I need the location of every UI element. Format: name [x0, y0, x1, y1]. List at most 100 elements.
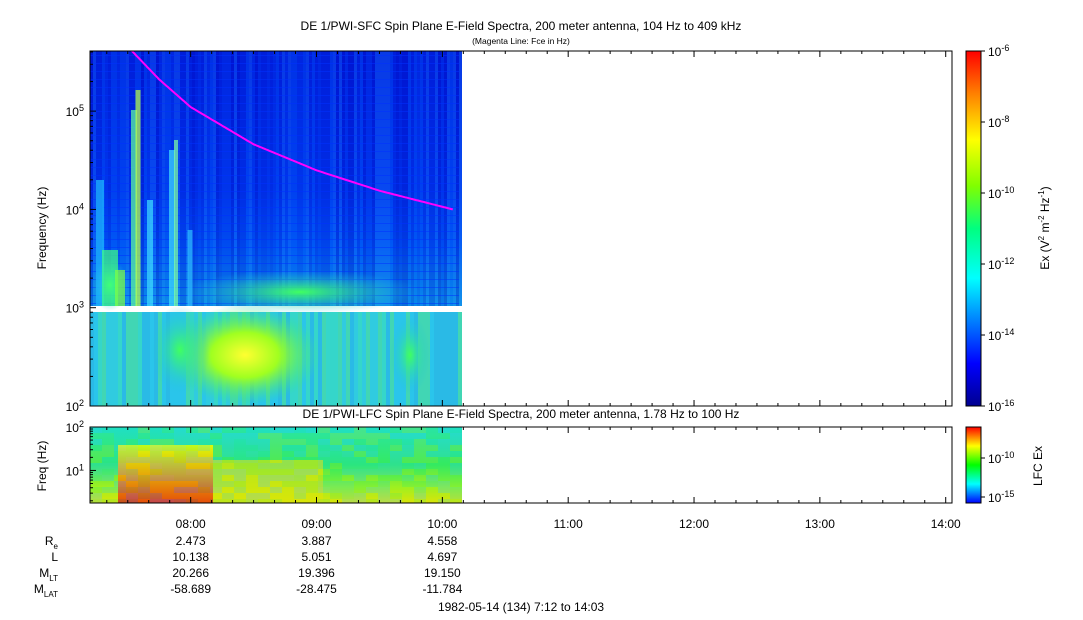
- lfc-texture-cell: [102, 463, 114, 469]
- lfc-texture-cell: [162, 445, 174, 451]
- lfc-colorbar-ticks: 10-10 10-15: [981, 450, 1014, 505]
- sfc-texture-column: [130, 312, 134, 406]
- lfc-ytick-label: 101: [66, 462, 84, 478]
- sfc-texture-column: [303, 51, 306, 306]
- lfc-texture-cell: [210, 451, 222, 457]
- lfc-texture-cell: [366, 451, 378, 457]
- lfc-texture-cell: [234, 475, 246, 481]
- ephemeris-value: 5.051: [301, 550, 331, 564]
- lfc-texture-cell: [282, 493, 294, 499]
- sfc-texture-column: [255, 51, 258, 306]
- sfc-texture-column: [240, 51, 243, 306]
- sfc-texture-row: [90, 143, 460, 144]
- lfc-texture-cell: [306, 427, 318, 433]
- lfc-texture-cell: [354, 499, 366, 503]
- lfc-texture-cell: [222, 439, 234, 445]
- lfc-texture-cell: [210, 463, 222, 469]
- lfc-texture-cell: [138, 475, 150, 481]
- lfc-texture-cell: [258, 439, 270, 445]
- lfc-texture-cell: [306, 475, 318, 481]
- lfc-texture-cell: [138, 439, 150, 445]
- lfc-texture-cell: [90, 481, 102, 487]
- sfc-texture-column: [210, 51, 213, 306]
- lfc-texture-cell: [246, 433, 258, 439]
- lfc-texture-cell: [378, 439, 390, 445]
- lfc-texture-cell: [258, 457, 270, 463]
- lfc-texture-cell: [318, 433, 330, 439]
- lfc-texture-cell: [90, 487, 102, 493]
- sfc-texture-column: [294, 51, 297, 306]
- lfc-texture-cell: [174, 445, 186, 451]
- sfc-texture-row: [90, 247, 460, 248]
- sfc-texture-column: [110, 312, 114, 406]
- lfc-texture-cell: [414, 487, 426, 493]
- lfc-texture-cell: [270, 499, 282, 503]
- sfc-texture-column: [322, 312, 326, 406]
- lfc-texture-cell: [318, 481, 330, 487]
- sfc-texture-row: [90, 255, 460, 256]
- lfc-texture-cell: [306, 463, 318, 469]
- lfc-texture-cell: [294, 451, 306, 457]
- lfc-texture-cell: [306, 499, 318, 503]
- sfc-texture-row: [90, 199, 460, 200]
- sfc-texture-column: [138, 312, 142, 406]
- lfc-texture-cell: [210, 499, 222, 503]
- lfc-texture-cell: [330, 469, 342, 475]
- lfc-texture-cell: [294, 445, 306, 451]
- lfc-texture-cell: [162, 469, 174, 475]
- lfc-texture-cell: [450, 427, 462, 433]
- lfc-texture-cell: [234, 451, 246, 457]
- lfc-texture-cell: [162, 433, 174, 439]
- lfc-texture-cell: [294, 475, 306, 481]
- lfc-texture-cell: [342, 445, 354, 451]
- lfc-texture-cell: [318, 475, 330, 481]
- lfc-texture-cell: [366, 463, 378, 469]
- sfc-spike: [131, 110, 137, 306]
- lfc-texture-cell: [282, 463, 294, 469]
- time-range-footer: 1982-05-14 (134) 7:12 to 14:03: [438, 600, 604, 614]
- lfc-texture-cell: [126, 457, 138, 463]
- lfc-texture-cell: [198, 427, 210, 433]
- lfc-texture-cell: [342, 499, 354, 503]
- sfc-texture-column: [237, 51, 240, 306]
- lfc-colorbar-label: LFC Ex: [1031, 446, 1045, 486]
- sfc-subtitle: (Magenta Line: Fce in Hz): [472, 36, 570, 46]
- sfc-texture-column: [414, 51, 417, 306]
- sfc-texture-column: [93, 51, 96, 306]
- sfc-texture-column: [225, 51, 228, 306]
- lfc-texture-cell: [390, 457, 402, 463]
- lfc-texture-cell: [234, 499, 246, 503]
- lfc-texture-cell: [378, 475, 390, 481]
- sfc-texture-column: [450, 51, 453, 306]
- sfc-texture-column: [216, 51, 219, 306]
- lfc-texture-cell: [330, 463, 342, 469]
- lfc-texture-cell: [294, 457, 306, 463]
- sfc-ytick-label: 105: [66, 103, 84, 119]
- sfc-texture-column: [192, 51, 195, 306]
- lfc-texture-cell: [258, 427, 270, 433]
- lfc-texture-cell: [354, 451, 366, 457]
- sfc-texture-column: [346, 312, 350, 406]
- lfc-texture-cell: [270, 487, 282, 493]
- lfc-texture-cell: [366, 457, 378, 463]
- lfc-texture-cell: [126, 481, 138, 487]
- lfc-texture-cell: [378, 499, 390, 503]
- lfc-texture-cell: [126, 463, 138, 469]
- sfc-texture-column: [309, 51, 312, 306]
- lfc-texture-cell: [378, 445, 390, 451]
- lfc-texture-cell: [402, 469, 414, 475]
- lfc-texture-cell: [114, 433, 126, 439]
- lfc-texture-cell: [270, 433, 282, 439]
- lfc-texture-cell: [198, 493, 210, 499]
- lfc-texture-cell: [90, 469, 102, 475]
- sfc-texture-column: [426, 51, 429, 306]
- sfc-texture-column: [288, 51, 291, 306]
- lfc-texture-cell: [222, 487, 234, 493]
- sfc-texture-column: [129, 51, 132, 306]
- lfc-texture-cell: [270, 457, 282, 463]
- lfc-texture-cell: [234, 463, 246, 469]
- sfc-ylabel: Frequency (Hz): [35, 187, 49, 270]
- lfc-texture-cell: [306, 433, 318, 439]
- lfc-texture-cell: [150, 451, 162, 457]
- sfc-colorbar-label: Ex (V2 m-2 Hz-1): [1037, 186, 1052, 269]
